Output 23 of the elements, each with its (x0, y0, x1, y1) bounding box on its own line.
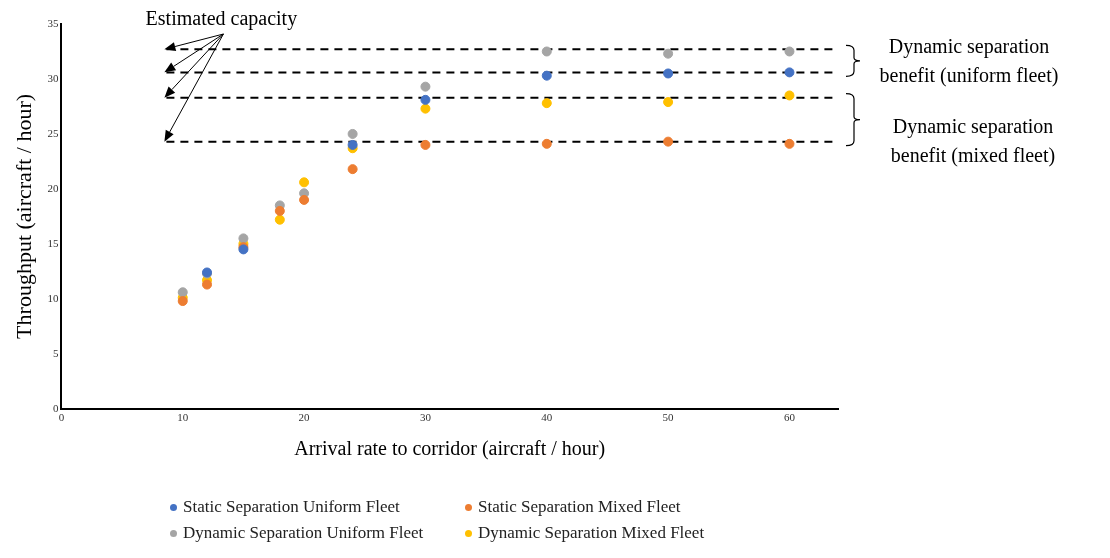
annotation: Estimated capacity (144, 6, 299, 32)
text: Dynamic separation benefit (mixed fleet) (889, 113, 1057, 169)
legend-label: Static Separation Mixed Fleet (478, 496, 681, 518)
legend-label: Dynamic Separation Uniform Fleet (183, 522, 424, 544)
y-tick-label: 15 (47, 236, 59, 249)
x-tick-label: 10 (177, 411, 189, 424)
x-tick-label: 40 (541, 411, 553, 424)
x-tick-label: 60 (783, 411, 796, 424)
y-tick-label: 0 (52, 401, 59, 414)
x-tick-label: 30 (419, 411, 432, 424)
x-tick-label: 50 (662, 411, 675, 424)
y-tick-label: 25 (47, 126, 59, 139)
y-axis-title: Throughput (aircraft / hour) (10, 93, 36, 339)
x-tick-label: 20 (298, 411, 311, 424)
y-tick-label: 10 (47, 291, 59, 304)
text: Dynamic separation benefit (uniform fleet) (878, 33, 1060, 89)
legend-label: Static Separation Uniform Fleet (183, 496, 400, 518)
y-tick-label: 5 (52, 346, 59, 359)
x-axis-title: Arrival rate to corridor (aircraft / hour) (294, 437, 606, 461)
y-tick-label: 35 (47, 16, 59, 29)
legend-label: Dynamic Separation Mixed Fleet (478, 522, 705, 544)
y-tick-label: 20 (47, 181, 59, 194)
y-tick-label: 30 (47, 71, 59, 84)
